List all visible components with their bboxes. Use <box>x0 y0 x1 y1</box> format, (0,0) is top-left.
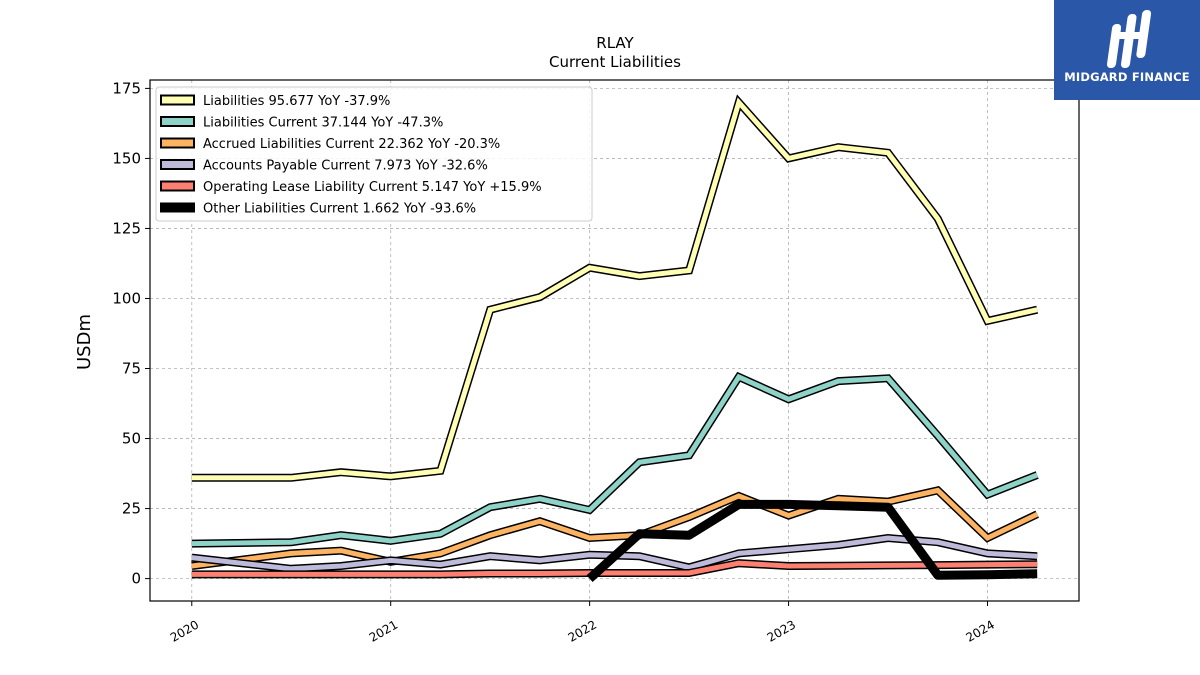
midgard-finance-logo: MIDGARD FINANCE <box>1054 0 1200 100</box>
y-tick-label: 175 <box>112 79 141 97</box>
y-tick-label: 150 <box>112 149 141 167</box>
x-tick-label: 2021 <box>367 617 400 644</box>
plot-frame <box>149 79 1080 602</box>
series-layer <box>191 94 1039 582</box>
y-tick-label: 0 <box>131 570 141 588</box>
y-tick-label: 25 <box>122 500 141 518</box>
x-tick-label: 2023 <box>765 617 798 644</box>
legend-entry-label: Other Liabilities Current 1.662 YoY -93.… <box>203 202 476 217</box>
legend-entry-label: Accrued Liabilities Current 22.362 YoY -… <box>203 137 500 152</box>
legend-swatch <box>160 180 195 192</box>
chart-subtitle: Current Liabilities <box>549 53 681 71</box>
legend-entry-label: Liabilities 95.677 YoY -37.9% <box>203 94 390 109</box>
legend-box <box>155 86 593 222</box>
legend-entry-label: Operating Lease Liability Current 5.147 … <box>203 180 542 195</box>
series-line-5 <box>586 499 1038 582</box>
legend-entry-label: Liabilities Current 37.144 YoY -47.3% <box>203 116 443 131</box>
x-tick-label: 2020 <box>168 617 201 644</box>
logo-text: MIDGARD FINANCE <box>1064 70 1190 84</box>
series-line-3 <box>191 535 1038 572</box>
y-tick-label: 100 <box>112 289 141 307</box>
legend-swatch <box>160 94 195 106</box>
midgard-logo-icon <box>1106 10 1152 68</box>
legend-swatch <box>160 202 195 213</box>
series-line-1 <box>191 373 1039 547</box>
y-tick-label: 125 <box>112 219 141 237</box>
legend-swatch <box>160 116 195 127</box>
x-tick-label: 2024 <box>964 617 997 644</box>
x-tick-label: 2022 <box>566 617 599 644</box>
y-tick-label: 50 <box>122 430 141 448</box>
y-tick-label: 75 <box>122 360 141 378</box>
chart-title: RLAY <box>596 34 634 52</box>
y-axis-label: USDm <box>74 314 95 370</box>
series-line-4 <box>191 560 1038 577</box>
series-line-0 <box>191 97 1038 481</box>
legend-swatch <box>160 137 195 149</box>
legend-swatch <box>160 159 195 170</box>
legend: Liabilities 95.677 YoY -37.9% Liabilities… <box>155 86 593 222</box>
legend-entry-label: Accounts Payable Current 7.973 YoY -32.6… <box>203 159 488 174</box>
